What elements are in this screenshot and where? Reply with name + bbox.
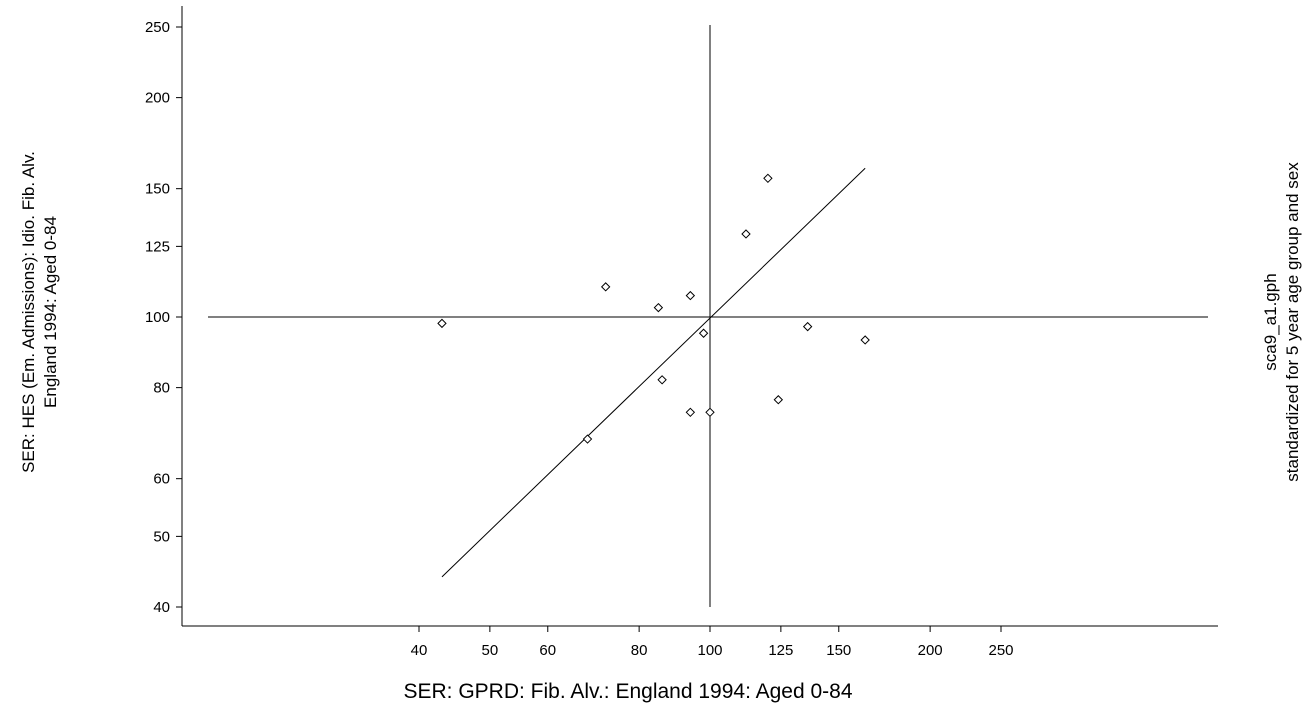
x-tick-label: 125: [768, 642, 793, 659]
data-point: [741, 229, 751, 239]
y-axis-label-line1: SER: HES (Em. Admissions): Idio. Fib. Al…: [19, 151, 38, 473]
graph-file-note: sca9_a1.gph: [1261, 273, 1280, 370]
data-point: [860, 335, 870, 345]
axes: [176, 6, 1218, 632]
x-axis-label: SER: GPRD: Fib. Alv.: England 1994: Aged…: [403, 680, 852, 703]
data-point: [657, 375, 667, 385]
data-points: [437, 173, 870, 444]
data-point: [698, 328, 709, 338]
y-tick-label: 150: [145, 181, 170, 198]
x-tick-label: 50: [482, 642, 499, 659]
y-tick-label: 250: [145, 19, 170, 36]
fit-line: [441, 167, 866, 578]
y-tick-label: 200: [145, 90, 170, 107]
x-tick-label: 80: [631, 642, 648, 659]
data-point: [773, 395, 784, 405]
data-point: [685, 407, 696, 418]
x-tick-label: 40: [411, 642, 428, 659]
y-tick-label: 60: [153, 471, 170, 488]
standardization-note: standardized for 5 year age group and se…: [1283, 162, 1302, 482]
x-tick-label: 100: [697, 642, 722, 659]
y-axis-label-group-2: England 1994: Aged 0-84: [41, 216, 60, 408]
data-point: [705, 407, 715, 418]
x-tick-label: 250: [988, 642, 1013, 659]
y-tick-label: 40: [153, 599, 170, 616]
data-point: [600, 282, 611, 292]
data-point: [437, 318, 447, 329]
note-group-1: sca9_a1.gph: [1261, 273, 1280, 370]
data-point: [763, 173, 773, 184]
note-group-2: standardized for 5 year age group and se…: [1283, 162, 1302, 482]
y-axis-label-line2: England 1994: Aged 0-84: [41, 216, 60, 408]
y-tick-label: 80: [153, 380, 170, 397]
x-tick-label: 200: [918, 642, 943, 659]
data-point: [685, 290, 696, 301]
x-tick-label: 60: [539, 642, 556, 659]
fit-line-group: [441, 167, 866, 578]
data-point: [653, 302, 664, 313]
data-point: [802, 321, 813, 332]
reference-lines: [208, 25, 1208, 607]
y-tick-label: 50: [153, 528, 170, 545]
data-point: [582, 434, 593, 444]
y-axis-label-group: SER: HES (Em. Admissions): Idio. Fib. Al…: [19, 151, 38, 473]
y-tick-label: 100: [145, 309, 170, 326]
tick-labels: 40 50 60 80 100 125 150 200 250 40 50 60 80 100 125 150…: [145, 19, 1014, 659]
y-tick-label: 125: [145, 238, 170, 255]
x-tick-label: 150: [826, 642, 851, 659]
